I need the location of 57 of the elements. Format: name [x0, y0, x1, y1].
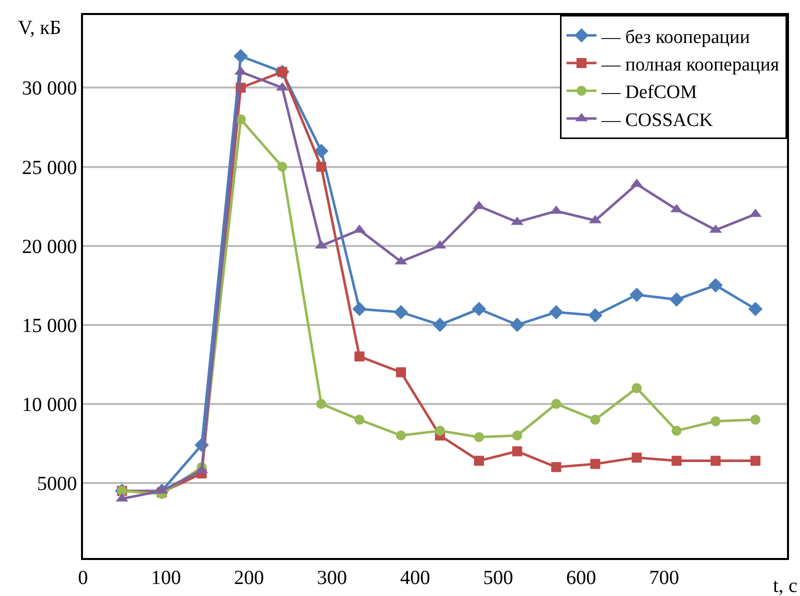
point: [434, 426, 445, 436]
point: [748, 302, 763, 316]
point: [750, 456, 760, 466]
point: [551, 398, 562, 409]
point: [672, 456, 682, 466]
point: [314, 144, 328, 158]
point: [352, 302, 367, 316]
point: [277, 162, 288, 172]
x-tick-label: 500: [483, 567, 514, 589]
point: [510, 318, 524, 332]
point: [710, 416, 721, 426]
point: [632, 452, 642, 463]
point: [590, 458, 600, 469]
x-tick-label: 700: [649, 567, 680, 589]
point: [590, 414, 600, 425]
legend-label: — без кооперации: [600, 26, 750, 48]
point: [669, 292, 684, 307]
y-tick-label: 25 000: [22, 156, 77, 179]
legend-label: — DefCOM: [600, 82, 698, 104]
point: [354, 351, 364, 362]
point: [396, 430, 406, 440]
point: [432, 318, 448, 332]
point: [672, 426, 682, 436]
y-tick-label: 10 000: [22, 394, 77, 416]
point: [750, 414, 760, 425]
point: [551, 462, 562, 472]
y-axis-title: V, кБ: [18, 17, 62, 39]
x-tick-label: 0: [78, 567, 88, 589]
x-tick-label: 300: [317, 567, 348, 589]
legend-label: — COSSACK: [600, 110, 714, 131]
point: [632, 383, 642, 394]
x-tick-label: 200: [234, 567, 264, 589]
point: [316, 398, 326, 409]
legend-label: — полная кооперация: [600, 54, 780, 76]
point: [512, 446, 522, 456]
point: [396, 367, 406, 378]
point: [354, 414, 364, 425]
x-axis-title: t, с: [773, 575, 798, 596]
y-tick-label: 15 000: [22, 314, 77, 337]
point: [234, 48, 248, 64]
point: [512, 430, 522, 440]
x-tick-label: 600: [566, 567, 596, 589]
point: [316, 162, 326, 172]
point: [710, 456, 721, 466]
y-tick-label: 20 000: [22, 236, 77, 258]
point: [630, 288, 644, 302]
x-tick-label: 100: [151, 567, 182, 589]
point: [549, 305, 564, 320]
y-tick-label: 30 000: [22, 78, 77, 100]
x-tick-label: 400: [400, 567, 430, 589]
point: [588, 308, 602, 322]
point: [474, 456, 484, 466]
y-tick-label: 5000: [37, 472, 77, 495]
point: [474, 432, 484, 442]
point: [708, 278, 723, 292]
point: [472, 302, 486, 316]
point: [394, 305, 408, 320]
